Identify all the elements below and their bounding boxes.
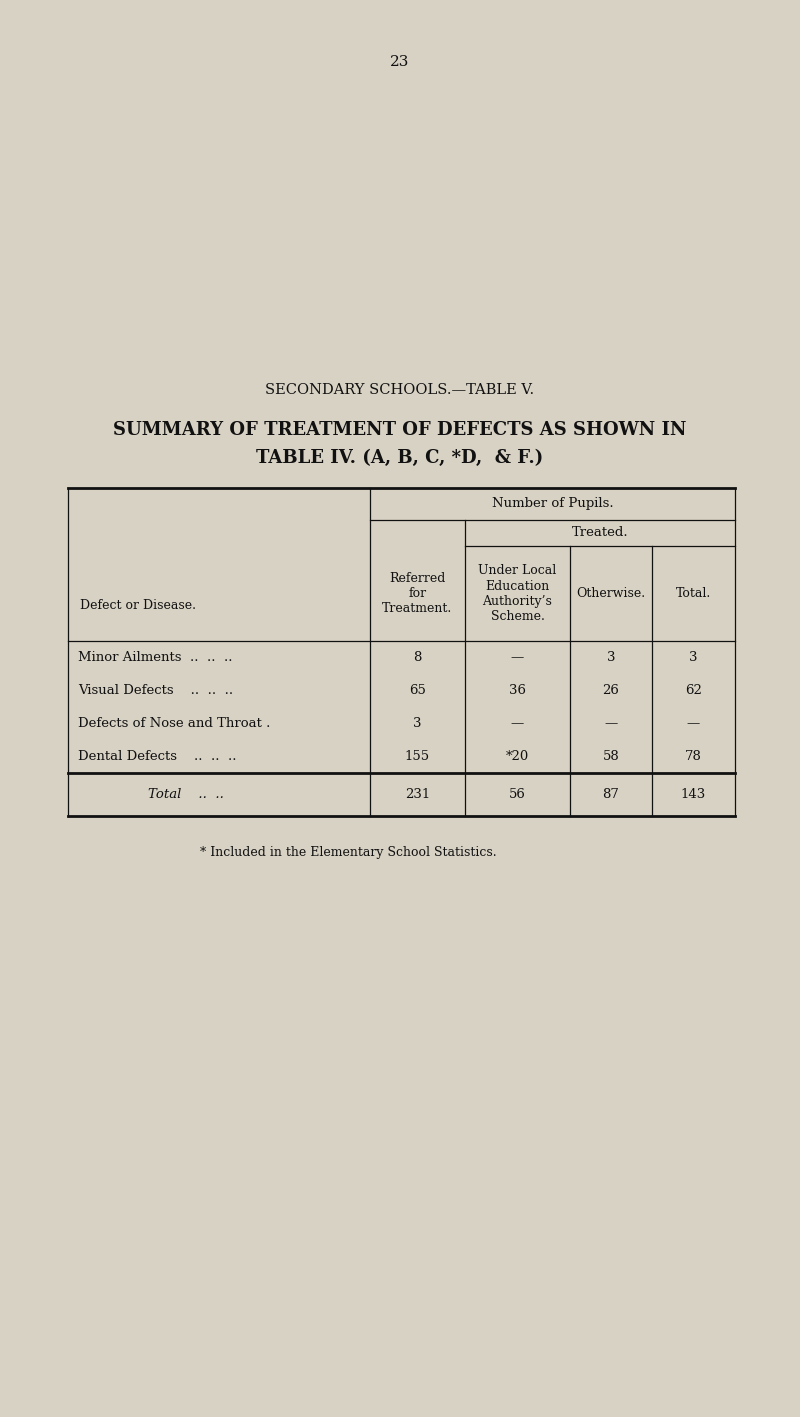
Text: —: — <box>511 650 524 665</box>
Text: Referred
for
Treatment.: Referred for Treatment. <box>382 572 453 615</box>
Text: 78: 78 <box>685 750 702 762</box>
Text: Treated.: Treated. <box>572 527 628 540</box>
Text: TABLE IV. (A, B, C, *D,  & F.): TABLE IV. (A, B, C, *D, & F.) <box>256 449 544 468</box>
Text: 23: 23 <box>390 55 410 69</box>
Text: 231: 231 <box>405 788 430 801</box>
Text: —: — <box>687 717 700 730</box>
Text: Total.: Total. <box>676 587 711 599</box>
Text: SUMMARY OF TREATMENT OF DEFECTS AS SHOWN IN: SUMMARY OF TREATMENT OF DEFECTS AS SHOWN… <box>114 421 686 439</box>
Text: 8: 8 <box>414 650 422 665</box>
Text: *20: *20 <box>506 750 529 762</box>
Text: —: — <box>604 717 618 730</box>
Text: 62: 62 <box>685 684 702 697</box>
Text: Otherwise.: Otherwise. <box>577 587 646 599</box>
Text: —: — <box>511 717 524 730</box>
Text: * Included in the Elementary School Statistics.: * Included in the Elementary School Stat… <box>200 846 497 859</box>
Text: SECONDARY SCHOOLS.—TABLE V.: SECONDARY SCHOOLS.—TABLE V. <box>266 383 534 397</box>
Text: 36: 36 <box>509 684 526 697</box>
Text: Defects of Nose and Throat .: Defects of Nose and Throat . <box>78 717 270 730</box>
Text: 58: 58 <box>602 750 619 762</box>
Text: Number of Pupils.: Number of Pupils. <box>492 497 614 510</box>
Text: 143: 143 <box>681 788 706 801</box>
Text: Visual Defects    ..  ..  ..: Visual Defects .. .. .. <box>78 684 233 697</box>
Text: Defect or Disease.: Defect or Disease. <box>80 599 196 612</box>
Text: Under Local
Education
Authority’s
Scheme.: Under Local Education Authority’s Scheme… <box>478 564 557 622</box>
Text: 3: 3 <box>414 717 422 730</box>
Text: 3: 3 <box>606 650 615 665</box>
Text: 56: 56 <box>509 788 526 801</box>
Text: 155: 155 <box>405 750 430 762</box>
Text: Total    ..  ..: Total .. .. <box>148 788 224 801</box>
Text: 3: 3 <box>690 650 698 665</box>
Text: 65: 65 <box>409 684 426 697</box>
Text: 26: 26 <box>602 684 619 697</box>
Text: 87: 87 <box>602 788 619 801</box>
Text: Minor Ailments  ..  ..  ..: Minor Ailments .. .. .. <box>78 650 233 665</box>
Text: Dental Defects    ..  ..  ..: Dental Defects .. .. .. <box>78 750 237 762</box>
